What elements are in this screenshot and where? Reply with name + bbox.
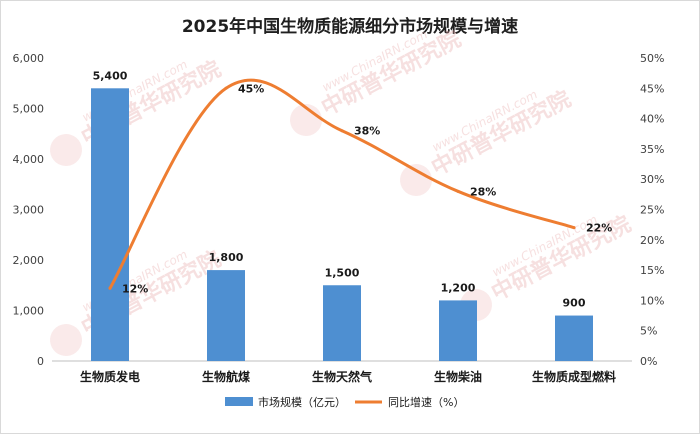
watermark-logo-icon: [400, 164, 433, 197]
x-tick-label: 生物天然气: [312, 369, 372, 384]
line-value-label: 45%: [238, 82, 264, 95]
chart-title: 2025年中国生物质能源细分市场规模与增速: [181, 17, 519, 37]
legend-bar-swatch: [225, 397, 253, 406]
line-point: [456, 189, 460, 193]
bar: [323, 285, 361, 361]
y-left-tick-label: 3,000: [13, 204, 45, 217]
line-point: [224, 86, 228, 90]
bar: [439, 300, 477, 361]
y-right-tick-label: 0%: [640, 355, 657, 368]
bar-value-label: 1,500: [325, 266, 360, 279]
line-value-label: 12%: [122, 282, 148, 295]
watermark-logo-icon: [50, 324, 83, 357]
y-right-tick-label: 50%: [640, 52, 664, 65]
bar-value-label: 900: [563, 297, 586, 310]
y-right-tick-label: 25%: [640, 204, 664, 217]
y-right-tick-label: 30%: [640, 173, 664, 186]
y-right-tick-label: 40%: [640, 113, 664, 126]
y-left-tick-label: 1,000: [13, 305, 45, 318]
line-value-label: 22%: [586, 222, 612, 235]
x-tick-label: 生物质成型燃料: [532, 369, 616, 384]
y-left-tick-label: 2,000: [13, 254, 45, 267]
bar: [207, 270, 245, 361]
series-line-growth: [108, 78, 576, 290]
y-left-tick-label: 6,000: [13, 52, 45, 65]
y-left-tick-label: 4,000: [13, 153, 45, 166]
y-right-tick-label: 10%: [640, 294, 664, 307]
x-tick-label: 生物质发电: [80, 369, 140, 384]
line-point: [108, 286, 112, 290]
legend-bar-label: 市场规模（亿元）: [258, 395, 346, 409]
y-right-tick-label: 35%: [640, 143, 664, 156]
bar-value-label: 5,400: [93, 69, 128, 82]
y-right-tick-label: 15%: [640, 264, 664, 277]
line-value-label: 38%: [354, 125, 380, 138]
y-right-tick-label: 45%: [640, 82, 664, 95]
y-left-tick-label: 0: [37, 355, 44, 368]
x-tick-label: 生物柴油: [434, 369, 482, 384]
x-tick-label: 生物航煤: [202, 369, 250, 384]
y-right-tick-label: 20%: [640, 234, 664, 247]
line-point: [340, 129, 344, 133]
line-value-label: 28%: [470, 185, 496, 198]
legend-line-label: 同比增速（%）: [388, 395, 464, 409]
bar-value-label: 1,800: [209, 251, 244, 264]
bar: [91, 88, 129, 362]
bar: [555, 315, 593, 361]
watermark-logo-icon: [50, 134, 83, 167]
y-left-tick-label: 5,000: [13, 103, 45, 116]
y-right-tick-label: 5%: [640, 325, 657, 338]
line-point: [572, 226, 576, 230]
bar-value-label: 1,200: [441, 281, 476, 294]
